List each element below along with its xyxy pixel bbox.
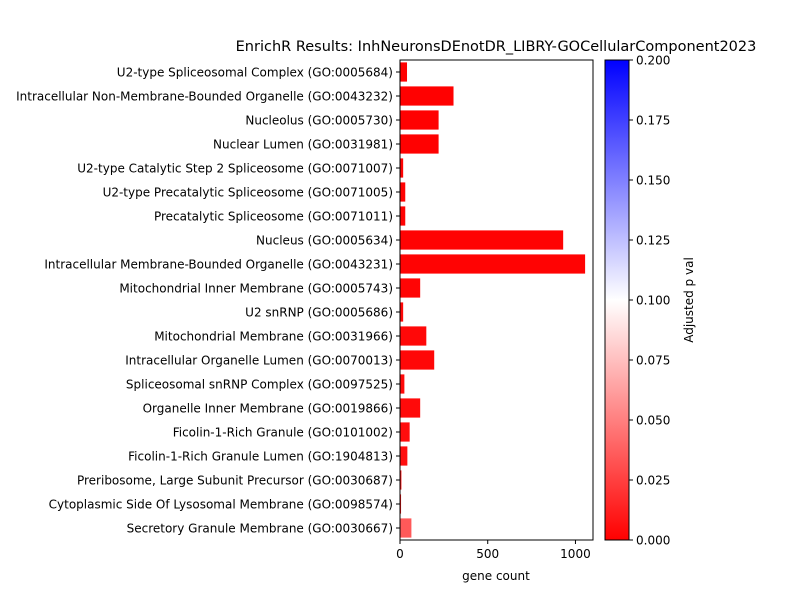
- colorbar-ticks: 0.000 0.025 0.050 0.075 0.100 0.125 0.150 0.175…: [629, 54, 670, 548]
- y-tick-labels: U2-type Spliceosomal Complex (GO:0005684…: [16, 66, 400, 536]
- y-tick-label: Cytoplasmic Side Of Lysosomal Membrane (…: [49, 498, 393, 512]
- y-tick-label: U2-type Catalytic Step 2 Spliceosome (GO…: [77, 162, 393, 176]
- bar: [400, 422, 410, 442]
- bar: [400, 206, 406, 226]
- y-tick-label: Nucleolus (GO:0005730): [245, 114, 393, 128]
- bar: [400, 86, 454, 106]
- bar: [400, 398, 421, 418]
- y-tick-label: Organelle Inner Membrane (GO:0019866): [143, 402, 393, 416]
- bar: [400, 158, 404, 178]
- y-tick-label: Mitochondrial Inner Membrane (GO:0005743…: [119, 282, 393, 296]
- plot-frame: [399, 59, 594, 541]
- bar: [400, 518, 412, 538]
- colorbar-tick-label: 0.100: [636, 294, 670, 308]
- colorbar-tick-label: 0.075: [636, 354, 670, 368]
- y-tick-label: Preribosome, Large Subunit Precursor (GO…: [77, 474, 393, 488]
- bar: [400, 182, 406, 202]
- bar: [400, 326, 427, 346]
- y-tick-label: Intracellular Membrane-Bounded Organelle…: [44, 258, 393, 272]
- bar: [400, 446, 408, 466]
- y-tick-label: Secretory Granule Membrane (GO:0030667): [127, 522, 393, 536]
- colorbar-tick-label: 0.125: [636, 234, 670, 248]
- bar: [400, 302, 404, 322]
- colorbar-tick-label: 0.175: [636, 114, 670, 128]
- x-tick-label: 1000: [560, 547, 591, 561]
- y-tick-label: Ficolin-1-Rich Granule Lumen (GO:1904813…: [128, 450, 393, 464]
- colorbar-tick-label: 0.150: [636, 174, 670, 188]
- bar: [400, 350, 435, 370]
- bar: [400, 230, 564, 250]
- bar: [400, 470, 402, 490]
- y-tick-label: Precatalytic Spliceosome (GO:0071011): [154, 210, 393, 224]
- y-tick-label: Nuclear Lumen (GO:0031981): [213, 138, 393, 152]
- x-tick-label: 0: [396, 547, 404, 561]
- y-tick-label: Nucleus (GO:0005634): [256, 234, 393, 248]
- y-tick-label: Intracellular Organelle Lumen (GO:007001…: [125, 354, 393, 368]
- y-tick-label: U2-type Precatalytic Spliceosome (GO:007…: [103, 186, 393, 200]
- bar: [400, 494, 402, 514]
- colorbar-tick-label: 0.000: [636, 534, 670, 548]
- y-tick-label: Spliceosomal snRNP Complex (GO:0097525): [126, 378, 393, 392]
- y-tick-label: U2 snRNP (GO:0005686): [245, 306, 393, 320]
- bar: [400, 62, 408, 82]
- y-tick-label: U2-type Spliceosomal Complex (GO:0005684…: [117, 66, 393, 80]
- y-tick-label: Ficolin-1-Rich Granule (GO:0101002): [173, 426, 393, 440]
- colorbar-tick-label: 0.050: [636, 414, 670, 428]
- y-tick-label: Mitochondrial Membrane (GO:0031966): [154, 330, 393, 344]
- x-tick-label: 500: [476, 547, 499, 561]
- bar: [400, 110, 439, 130]
- bar: [400, 374, 405, 394]
- colorbar: [604, 59, 630, 541]
- colorbar-tick-label: 0.200: [636, 54, 670, 68]
- colorbar-label: Adjusted p val: [682, 257, 696, 343]
- x-axis-label: gene count: [462, 569, 530, 583]
- colorbar-tick-label: 0.025: [636, 474, 670, 488]
- chart-title: EnrichR Results: InhNeuronsDEnotDR_LIBRY…: [236, 39, 757, 55]
- x-axis: 0 500 1000: [396, 540, 591, 561]
- bar: [400, 278, 421, 298]
- y-tick-label: Intracellular Non-Membrane-Bounded Organ…: [16, 90, 393, 104]
- bar: [400, 134, 439, 154]
- bar: [400, 254, 586, 274]
- bars-group: [400, 62, 586, 538]
